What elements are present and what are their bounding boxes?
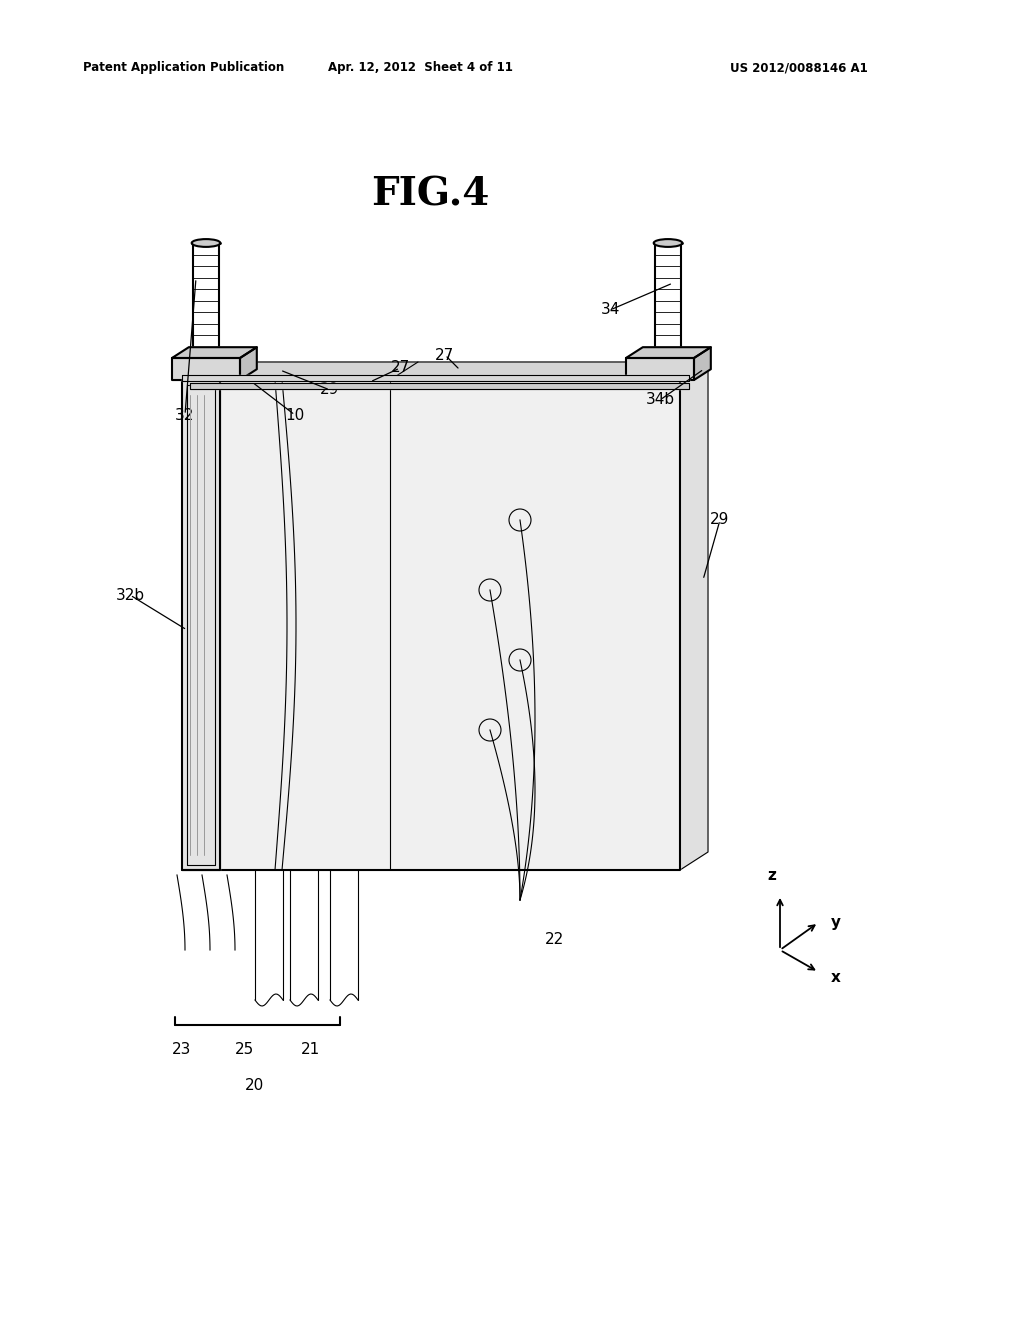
Polygon shape	[694, 347, 711, 380]
Text: 32b: 32b	[116, 587, 144, 602]
Polygon shape	[626, 347, 711, 358]
Polygon shape	[680, 362, 708, 870]
Polygon shape	[182, 380, 220, 870]
Text: 23: 23	[172, 1043, 191, 1057]
Text: US 2012/0088146 A1: US 2012/0088146 A1	[730, 62, 867, 74]
Text: 10: 10	[286, 408, 304, 422]
Text: 29: 29	[711, 512, 730, 528]
Text: 21: 21	[300, 1043, 319, 1057]
Text: Patent Application Publication: Patent Application Publication	[83, 62, 285, 74]
Text: 22: 22	[546, 932, 564, 948]
Text: 34b: 34b	[645, 392, 675, 408]
Polygon shape	[220, 362, 708, 380]
Polygon shape	[220, 380, 680, 870]
Polygon shape	[190, 383, 689, 389]
Text: 32: 32	[175, 408, 195, 422]
Text: y: y	[830, 915, 841, 931]
Text: FIG.4: FIG.4	[371, 176, 489, 214]
Text: 29: 29	[321, 383, 340, 397]
Text: 27: 27	[435, 347, 455, 363]
Polygon shape	[626, 358, 694, 380]
Text: z: z	[768, 869, 776, 883]
Ellipse shape	[653, 239, 682, 247]
Text: x: x	[830, 969, 841, 985]
Text: 34: 34	[600, 302, 620, 318]
Polygon shape	[182, 370, 237, 380]
Polygon shape	[182, 375, 689, 381]
Ellipse shape	[191, 239, 220, 247]
Text: Apr. 12, 2012  Sheet 4 of 11: Apr. 12, 2012 Sheet 4 of 11	[328, 62, 512, 74]
Polygon shape	[172, 347, 257, 358]
Polygon shape	[172, 358, 240, 380]
Polygon shape	[240, 347, 257, 380]
Text: 20: 20	[246, 1077, 264, 1093]
Text: 27: 27	[390, 360, 410, 375]
Text: 25: 25	[236, 1043, 255, 1057]
